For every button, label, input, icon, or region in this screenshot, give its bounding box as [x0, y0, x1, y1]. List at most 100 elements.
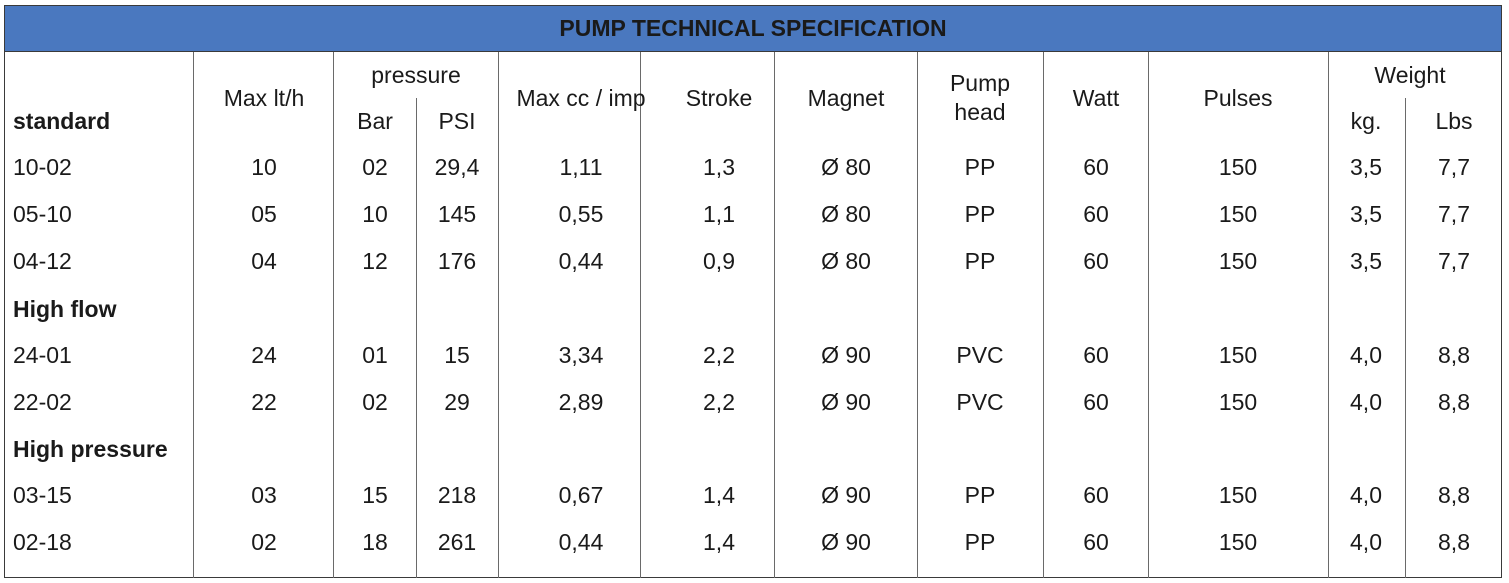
cell-pulses: 150 — [1218, 342, 1258, 368]
cell-head: PVC — [956, 342, 1004, 368]
cell-head: PP — [964, 201, 996, 227]
cell-kg: 3,5 — [1350, 248, 1382, 274]
cell-max-cc: 0,44 — [558, 529, 604, 555]
column-divider — [193, 52, 194, 578]
cell-watt: 60 — [1083, 342, 1109, 368]
cell-watt: 60 — [1083, 389, 1109, 415]
cell-max-cc: 0,55 — [558, 201, 604, 227]
header-max-lth: Max lt/h — [223, 85, 305, 111]
cell-model: 10-02 — [13, 154, 72, 180]
cell-head: PVC — [956, 389, 1004, 415]
cell-max-cc: 0,44 — [558, 248, 604, 274]
cell-max-cc: 2,89 — [558, 389, 604, 415]
cell-model: 05-10 — [13, 201, 72, 227]
cell-bar: 01 — [362, 342, 388, 368]
cell-psi: 29 — [444, 389, 470, 415]
header-pulses: Pulses — [1203, 85, 1273, 111]
cell-psi: 218 — [437, 482, 477, 508]
column-divider — [774, 52, 775, 578]
section-label: standard — [13, 108, 111, 134]
cell-magnet: Ø 90 — [821, 482, 871, 508]
column-divider — [1405, 98, 1406, 578]
cell-watt: 60 — [1083, 154, 1109, 180]
cell-lbs: 8,8 — [1438, 482, 1470, 508]
cell-watt: 60 — [1083, 482, 1109, 508]
table-title: PUMP TECHNICAL SPECIFICATION — [5, 6, 1501, 52]
cell-magnet: Ø 80 — [821, 248, 871, 274]
column-divider — [498, 52, 499, 578]
header-psi: PSI — [438, 108, 476, 134]
cell-bar: 10 — [362, 201, 388, 227]
cell-model: 03-15 — [13, 482, 72, 508]
cell-max-lth: 03 — [251, 482, 277, 508]
cell-psi: 261 — [437, 529, 477, 555]
cell-magnet: Ø 90 — [821, 529, 871, 555]
column-divider — [640, 52, 641, 578]
cell-bar: 02 — [362, 154, 388, 180]
column-divider — [333, 52, 334, 578]
cell-kg: 4,0 — [1350, 389, 1382, 415]
cell-head: PP — [964, 154, 996, 180]
cell-watt: 60 — [1083, 529, 1109, 555]
cell-stroke: 2,2 — [703, 389, 735, 415]
cell-magnet: Ø 90 — [821, 389, 871, 415]
cell-bar: 15 — [362, 482, 388, 508]
header-pressure: pressure — [371, 62, 461, 88]
cell-pulses: 150 — [1218, 154, 1258, 180]
header-kg: kg. — [1350, 108, 1382, 134]
column-divider — [1043, 52, 1044, 578]
cell-lbs: 7,7 — [1438, 248, 1470, 274]
cell-psi: 176 — [437, 248, 477, 274]
cell-psi: 29,4 — [434, 154, 480, 180]
cell-magnet: Ø 80 — [821, 201, 871, 227]
cell-stroke: 1,4 — [703, 482, 735, 508]
cell-lbs: 8,8 — [1438, 529, 1470, 555]
cell-kg: 3,5 — [1350, 201, 1382, 227]
column-divider — [416, 98, 417, 578]
cell-psi: 145 — [437, 201, 477, 227]
cell-max-lth: 10 — [251, 154, 277, 180]
column-divider — [917, 52, 918, 578]
cell-bar: 02 — [362, 389, 388, 415]
header-bar: Bar — [357, 108, 393, 134]
header-stroke: Stroke — [685, 85, 753, 111]
cell-magnet: Ø 80 — [821, 154, 871, 180]
cell-kg: 4,0 — [1350, 529, 1382, 555]
column-divider — [1328, 52, 1329, 578]
cell-kg: 3,5 — [1350, 154, 1382, 180]
cell-pulses: 150 — [1218, 389, 1258, 415]
cell-max-lth: 02 — [251, 529, 277, 555]
cell-head: PP — [964, 248, 996, 274]
cell-stroke: 0,9 — [703, 248, 735, 274]
cell-stroke: 1,1 — [703, 201, 735, 227]
cell-max-lth: 24 — [251, 342, 277, 368]
cell-max-cc: 1,11 — [559, 154, 603, 180]
header-max-cc: Max cc / imp — [516, 85, 646, 111]
cell-stroke: 1,4 — [703, 529, 735, 555]
cell-pulses: 150 — [1218, 248, 1258, 274]
cell-psi: 15 — [444, 342, 470, 368]
cell-model: 04-12 — [13, 248, 72, 274]
header-lbs: Lbs — [1435, 108, 1473, 134]
cell-lbs: 8,8 — [1438, 389, 1470, 415]
header-weight: Weight — [1374, 62, 1446, 88]
cell-watt: 60 — [1083, 248, 1109, 274]
section-label: High flow — [13, 296, 117, 322]
cell-bar: 12 — [362, 248, 388, 274]
cell-stroke: 2,2 — [703, 342, 735, 368]
cell-kg: 4,0 — [1350, 342, 1382, 368]
cell-pulses: 150 — [1218, 529, 1258, 555]
column-divider — [1148, 52, 1149, 578]
header-watt: Watt — [1072, 85, 1120, 111]
cell-lbs: 8,8 — [1438, 342, 1470, 368]
cell-stroke: 1,3 — [703, 154, 735, 180]
cell-max-lth: 05 — [251, 201, 277, 227]
cell-bar: 18 — [362, 529, 388, 555]
cell-model: 02-18 — [13, 529, 72, 555]
cell-magnet: Ø 90 — [821, 342, 871, 368]
header-pump-head: Pump head — [949, 70, 1011, 125]
cell-head: PP — [964, 482, 996, 508]
cell-model: 24-01 — [13, 342, 72, 368]
cell-head: PP — [964, 529, 996, 555]
header-magnet: Magnet — [807, 85, 885, 111]
